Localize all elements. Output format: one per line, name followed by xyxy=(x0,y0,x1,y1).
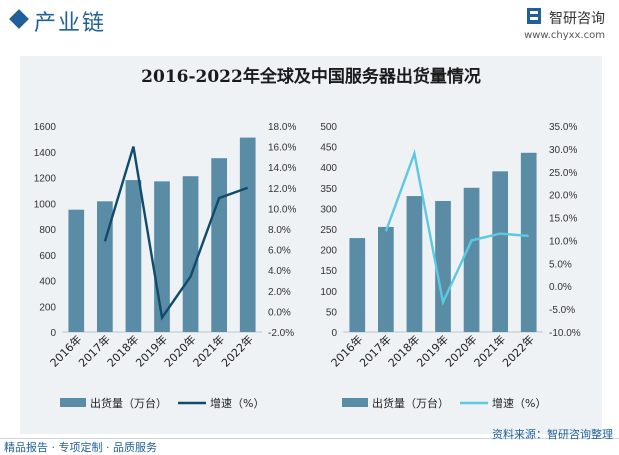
bar xyxy=(406,196,423,332)
brand-url: www.chyxx.com xyxy=(524,30,605,41)
x-tick-label: 2022年 xyxy=(499,332,536,369)
y-left-tick-label: 300 xyxy=(320,204,337,215)
chart-title: 2016-2022年全球及中国服务器出货量情况 xyxy=(141,67,481,87)
bar xyxy=(492,171,508,332)
y-left-tick-label: 600 xyxy=(39,251,56,262)
legend-line-label: 增速（%） xyxy=(210,396,264,410)
brand-name: 智研咨询 xyxy=(549,11,605,27)
y-right-tick-label: 0.0% xyxy=(549,282,572,293)
y-right-tick-label: 4.0% xyxy=(268,266,291,277)
footer-divider xyxy=(0,438,619,439)
bar xyxy=(97,201,113,332)
y-right-tick-label: 18.0% xyxy=(268,122,296,133)
y-left-tick-label: 350 xyxy=(320,184,337,195)
y-left-tick-label: 1600 xyxy=(34,122,57,133)
brand: 智研咨询 www.chyxx.com xyxy=(524,8,605,41)
y-left-tick-label: 1200 xyxy=(34,174,57,185)
bar xyxy=(378,226,394,332)
footer-source: 资料来源：智研咨询整理 xyxy=(492,428,613,441)
y-left-tick-label: 450 xyxy=(320,143,337,154)
y-right-tick-label: 6.0% xyxy=(268,246,291,257)
y-right-tick-label: 2.0% xyxy=(268,287,291,298)
y-right-tick-label: 8.0% xyxy=(268,225,291,236)
bar xyxy=(68,209,85,332)
y-right-tick-label: 25.0% xyxy=(549,168,577,179)
footer-tagline: 精品报告 · 专项定制 · 品质服务 xyxy=(4,441,157,454)
bar xyxy=(435,200,451,332)
y-right-tick-label: -5.0% xyxy=(549,305,575,316)
bar xyxy=(463,187,480,332)
brand-logo-icon xyxy=(527,8,541,24)
y-left-tick-label: 50 xyxy=(326,307,338,318)
y-right-tick-label: 5.0% xyxy=(549,259,572,270)
y-right-tick-label: 10.0% xyxy=(549,236,577,247)
bar xyxy=(211,158,227,332)
legend-bar-swatch xyxy=(60,398,86,407)
y-left-tick-label: 1000 xyxy=(34,199,57,210)
y-left-tick-label: 0 xyxy=(50,328,56,339)
y-left-tick-label: 100 xyxy=(320,287,337,298)
bar xyxy=(182,176,199,332)
y-right-tick-label: 14.0% xyxy=(268,163,296,174)
y-right-tick-label: 15.0% xyxy=(549,214,577,225)
growth-line xyxy=(384,149,529,307)
y-right-tick-label: 10.0% xyxy=(268,204,296,215)
y-left-tick-label: 150 xyxy=(320,266,337,277)
y-left-tick-label: 250 xyxy=(320,225,337,236)
y-right-tick-label: 35.0% xyxy=(549,122,577,133)
y-right-tick-label: 16.0% xyxy=(268,143,296,154)
y-left-tick-label: 200 xyxy=(320,246,337,257)
y-right-tick-label: 20.0% xyxy=(549,191,577,202)
y-left-tick-label: 200 xyxy=(39,302,56,313)
y-left-tick-label: 500 xyxy=(320,122,337,133)
y-right-tick-label: 12.0% xyxy=(268,184,296,195)
y-left-tick-label: 800 xyxy=(39,225,56,236)
bar xyxy=(239,137,256,332)
growth-line xyxy=(103,146,249,321)
x-tick-label: 2022年 xyxy=(218,332,255,369)
legend-bar-label: 出货量（万台） xyxy=(372,396,449,410)
bar xyxy=(125,180,142,332)
y-right-tick-label: 30.0% xyxy=(549,145,577,156)
y-right-tick-label: 0.0% xyxy=(268,307,291,318)
bar xyxy=(349,238,366,332)
header: 产业链 智研咨询 www.chyxx.com xyxy=(0,0,619,44)
y-right-tick-label: -2.0% xyxy=(268,328,294,339)
y-left-tick-label: 400 xyxy=(39,277,56,288)
y-right-tick-label: -10.0% xyxy=(549,328,581,339)
legend-bar-label: 出货量（万台） xyxy=(90,396,167,410)
legend-line-label: 增速（%） xyxy=(492,396,546,410)
y-left-tick-label: 0 xyxy=(331,328,337,339)
y-left-tick-label: 400 xyxy=(320,163,337,174)
y-left-tick-label: 1400 xyxy=(34,148,57,159)
legend-bar-swatch xyxy=(342,398,368,407)
section-title: 产业链 xyxy=(34,11,107,36)
footer: 精品报告 · 专项定制 · 品质服务 资料来源：智研咨询整理 xyxy=(0,428,619,455)
bar xyxy=(520,152,537,332)
